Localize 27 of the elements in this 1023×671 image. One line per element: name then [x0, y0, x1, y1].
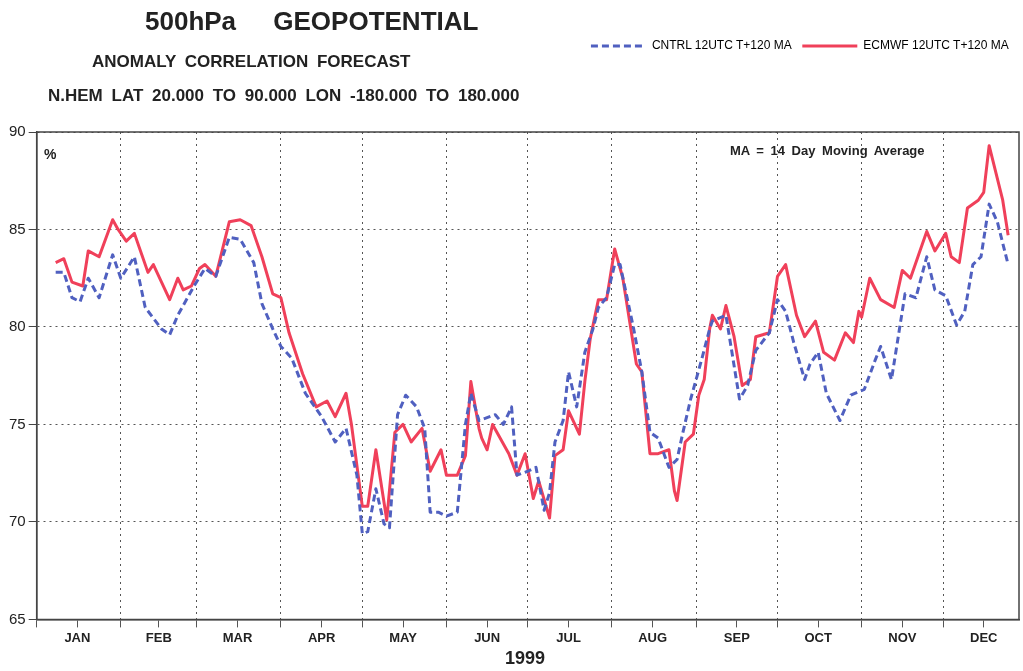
- chart-subtitle: ANOMALY CORRELATION FORECAST: [92, 52, 411, 72]
- x-tick-label: FEB: [145, 629, 172, 645]
- x-tick-label: JUN: [474, 629, 501, 645]
- legend-label: ECMWF 12UTC T+120 MA: [863, 38, 1009, 53]
- annotation: MA = 14 Day Moving Average: [730, 143, 925, 158]
- x-axis-title: 1999: [505, 648, 546, 669]
- y-tick-label: 85: [9, 219, 26, 237]
- line-series: [54, 202, 1010, 536]
- x-tick-label: SEP: [723, 629, 751, 645]
- y-tick-label: 65: [9, 609, 26, 627]
- y-tick-label: 75: [9, 414, 26, 432]
- y-tick-label: 70: [9, 512, 26, 530]
- x-tick-label: APR: [307, 629, 336, 645]
- x-tick-label: MAR: [222, 629, 253, 645]
- text: N.HEM LAT 20.000 TO 90.000 LON -180.000 TO 180.000: [48, 86, 520, 106]
- chart-title: 500hPa GEOPOTENTIAL: [145, 6, 479, 37]
- y-tick-label: 80: [9, 317, 26, 335]
- legend-label: CNTRL 12UTC T+120 MA: [651, 38, 792, 53]
- y-tick-label: 90: [9, 122, 26, 140]
- x-tick-label: JUL: [556, 629, 581, 645]
- x-tick-label: AUG: [638, 629, 668, 645]
- x-tick-label: MAY: [389, 629, 418, 645]
- y-axis-title: %: [44, 146, 57, 162]
- x-tick-label: NOV: [888, 629, 917, 645]
- x-tick-label: OCT: [804, 629, 832, 645]
- x-tick-label: JAN: [64, 629, 91, 645]
- x-tick-label: DEC: [970, 629, 999, 645]
